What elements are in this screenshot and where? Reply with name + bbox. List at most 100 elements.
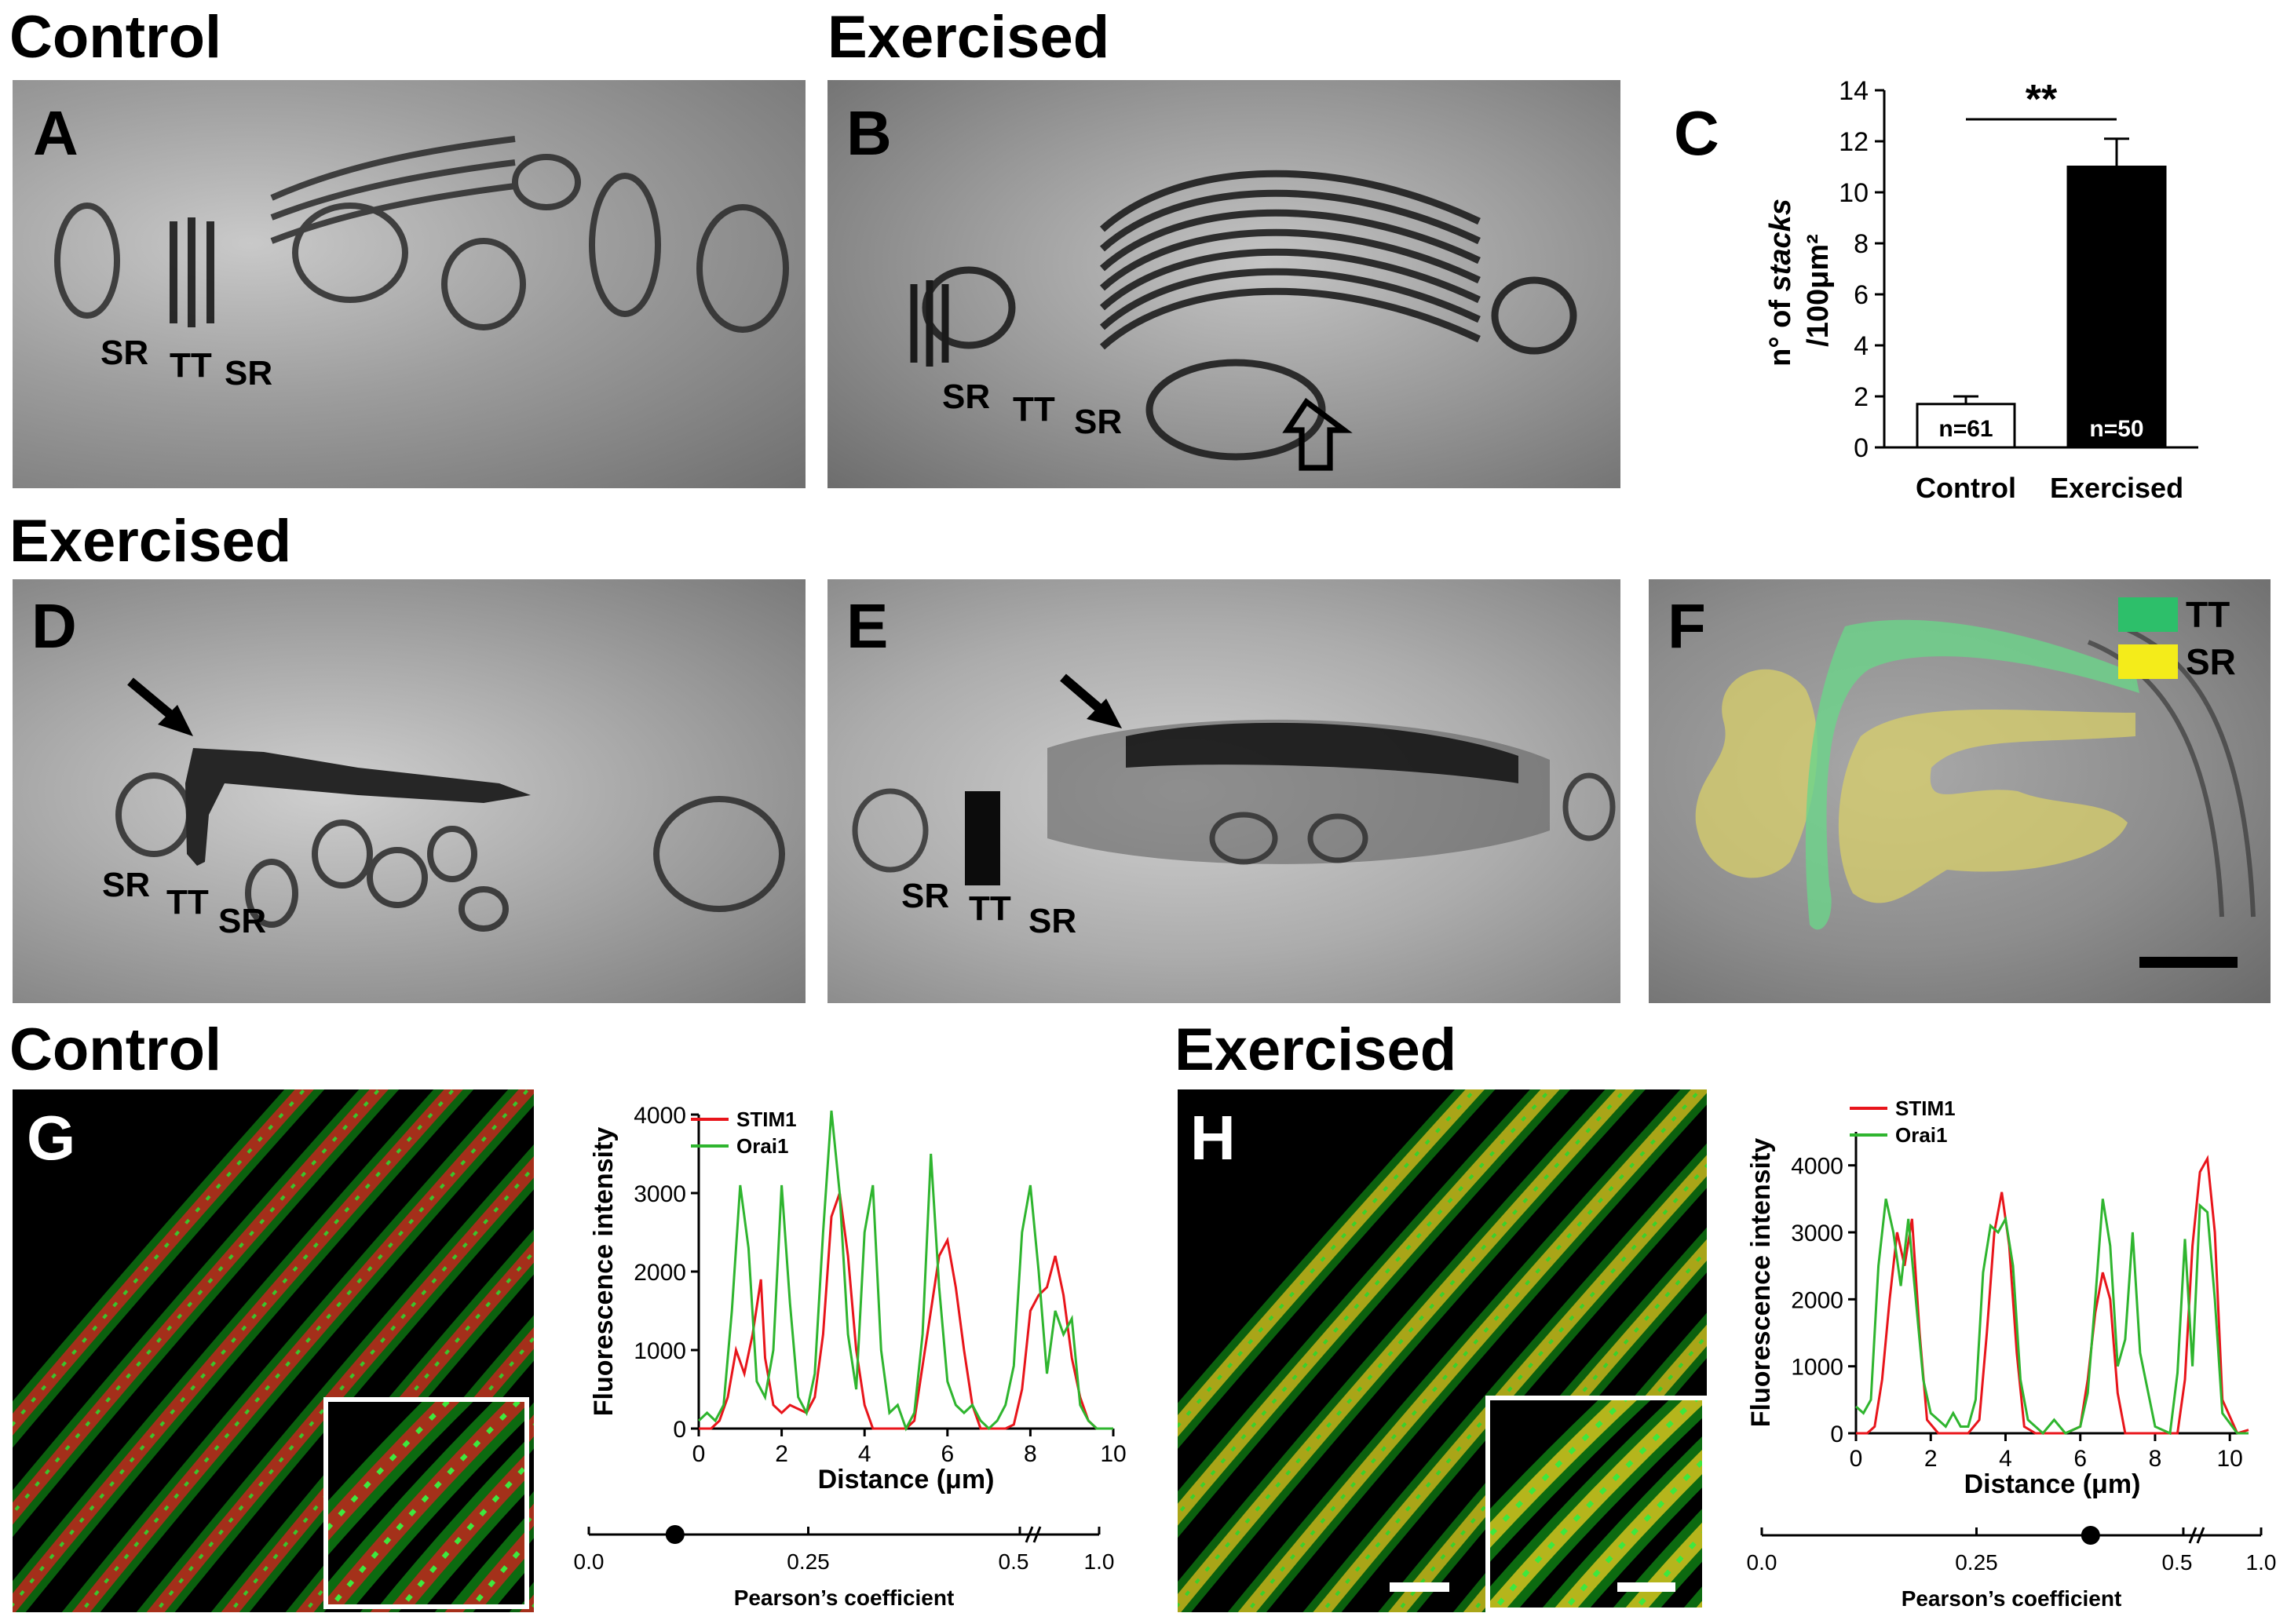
panel-h-ytick-label: 0 bbox=[1830, 1421, 1843, 1447]
panel-g-xlabel: Distance (μm) bbox=[818, 1465, 995, 1494]
panel-h-xlabel: Distance (μm) bbox=[1964, 1469, 2141, 1499]
panel-f-micrograph: F TT SR bbox=[1649, 579, 2271, 1003]
panel-c-bar-exercised bbox=[2066, 166, 2167, 449]
panel-g-legend-label-stim1: STIM1 bbox=[736, 1108, 797, 1131]
panel-b-micrograph: B SR TT SR bbox=[827, 80, 1620, 488]
panel-h-ytick-label: 2000 bbox=[1791, 1287, 1843, 1313]
panel-c-letter: C bbox=[1674, 98, 1719, 168]
striation-puncta bbox=[1178, 1089, 1478, 1429]
panel-e-tt-dark-stain bbox=[965, 791, 1000, 885]
panel-g-series-orai1 bbox=[697, 1110, 1113, 1432]
panel-a-tt-label: TT bbox=[170, 346, 212, 385]
inset-striation-puncta bbox=[330, 1402, 522, 1604]
panel-g-xtick-label: 0 bbox=[692, 1441, 706, 1467]
panel-d-tt-label: TT bbox=[166, 883, 209, 921]
panel-d-letter: D bbox=[31, 591, 77, 661]
panel-d-sr-right-label: SR bbox=[218, 902, 267, 940]
panel-g-xtick-label: 10 bbox=[1100, 1441, 1126, 1467]
panel-h-pearson-label: Pearson’s coefficient bbox=[1902, 1586, 2122, 1611]
panel-h-pearson-axis-break bbox=[2188, 1527, 2205, 1544]
panel-g-xtick-label: 4 bbox=[858, 1441, 871, 1467]
control-group-title: Control bbox=[9, 4, 222, 71]
exercised-group-title: Exercised bbox=[827, 4, 1110, 71]
panel-c-bar-n-label: n=61 bbox=[1938, 416, 1993, 442]
panel-d-tt-dark-stain bbox=[185, 748, 531, 866]
panel-g-xtick-label: 2 bbox=[775, 1441, 788, 1467]
panel-h-ylabel: Fluorescence intensity bbox=[1746, 1138, 1776, 1428]
panel-e-membranes bbox=[852, 673, 1616, 885]
panel-h-scale-bar bbox=[1390, 1582, 1449, 1592]
panel-g-ytick-label: 0 bbox=[673, 1417, 686, 1443]
inset-striation-puncta bbox=[400, 1464, 524, 1604]
panel-b-open-arrow bbox=[1282, 397, 1353, 471]
panel-c-ytick-label: 14 bbox=[1839, 76, 1869, 106]
inset-striation-puncta bbox=[1686, 1400, 1707, 1612]
panel-f-legend-tt-swatch bbox=[2118, 597, 2178, 632]
striation-puncta bbox=[1178, 1089, 1553, 1517]
striation-puncta bbox=[1178, 1089, 1628, 1608]
panel-d-membranes bbox=[115, 677, 785, 932]
panel-c-category-label: Control bbox=[1916, 472, 2016, 504]
panel-c-category-label: Exercised bbox=[2050, 472, 2183, 504]
inset-striation-band bbox=[521, 1600, 524, 1604]
panel-h-ytick-label: 1000 bbox=[1791, 1355, 1843, 1381]
exercised-if-group-title: Exercised bbox=[1175, 1016, 1457, 1083]
striation-puncta bbox=[79, 1089, 531, 1612]
panel-c-ytick-label: 8 bbox=[1854, 229, 1869, 259]
panel-h-pearson-tick-label: 0.25 bbox=[1955, 1550, 1998, 1575]
panel-f-sr-blob-right bbox=[1838, 710, 2135, 903]
panel-a-sr-right-label: SR bbox=[225, 354, 273, 392]
striation-puncta bbox=[302, 1335, 534, 1612]
panel-c-ylabel-line2: /100μm² bbox=[1802, 234, 1835, 347]
panel-b-membranes bbox=[910, 170, 1577, 471]
striation-puncta bbox=[13, 1089, 307, 1427]
panel-e-tt-label: TT bbox=[969, 889, 1011, 928]
inset-striation-puncta bbox=[471, 1542, 524, 1604]
panel-f-legend-sr-swatch bbox=[2118, 644, 2178, 679]
panel-h-xtick-label: 10 bbox=[2217, 1446, 2243, 1472]
inset-striation-core bbox=[1625, 1522, 1702, 1608]
panel-d-sr-left-label: SR bbox=[102, 866, 151, 904]
panel-h-ytick-label: 4000 bbox=[1791, 1154, 1843, 1180]
panel-g-pearson-tick-label: 1.0 bbox=[1084, 1549, 1115, 1574]
panel-c-ytick-label: 12 bbox=[1839, 127, 1869, 157]
exercised-em-group-title: Exercised bbox=[9, 508, 292, 575]
panel-e-letter: E bbox=[846, 591, 889, 661]
panel-h-pearson-tick-label: 1.0 bbox=[2246, 1550, 2277, 1575]
panel-h-xtick-label: 4 bbox=[1999, 1446, 2012, 1472]
panel-f-sr-blob-left bbox=[1695, 669, 1818, 878]
insetH-striations bbox=[1490, 1400, 1707, 1612]
panel-e-arrow bbox=[1060, 673, 1122, 728]
panel-h-series-orai1 bbox=[1854, 1198, 2249, 1436]
inset-striation-core bbox=[1490, 1400, 1637, 1549]
panel-c-ytick-label: 10 bbox=[1839, 178, 1869, 208]
panel-g-inset bbox=[323, 1397, 529, 1609]
striation-puncta bbox=[1470, 1333, 1707, 1612]
panel-a-micrograph: A SR TT SR bbox=[13, 80, 806, 488]
panel-h-line-chart: 0 1000 2000 3000 4000 0 2 4 6 8 10 Distance (μm) Flu… bbox=[1746, 1097, 2277, 1611]
panel-h-inset-scale-bar bbox=[1617, 1582, 1675, 1592]
panel-g-ylabel: Fluorescence intensity bbox=[589, 1127, 619, 1417]
striation-puncta bbox=[153, 1164, 534, 1612]
control-if-group-title: Control bbox=[9, 1016, 222, 1083]
panel-c-bar-chart: 0 2 4 6 8 10 12 14 n=61 Control n=50 Exercised ** n° … bbox=[1764, 76, 2198, 504]
inset-striation-core bbox=[1555, 1450, 1702, 1608]
panel-c-significance-stars: ** bbox=[2026, 77, 2058, 122]
panel-c-ytick-label: 2 bbox=[1854, 382, 1869, 412]
panel-a-sr-left-label: SR bbox=[100, 334, 149, 372]
panel-a-membranes bbox=[54, 136, 789, 333]
panel-g-letter: G bbox=[27, 1103, 76, 1173]
panel-b-sr-left-label: SR bbox=[942, 378, 991, 416]
striation-puncta bbox=[228, 1249, 534, 1612]
panel-h-xtick-label: 2 bbox=[1924, 1446, 1938, 1472]
panel-f-legend-sr: SR bbox=[2118, 641, 2236, 682]
inset-striation-core bbox=[524, 1402, 529, 1609]
panel-c-ytick-label: 0 bbox=[1854, 433, 1869, 463]
panel-g-fluorescence-image: G bbox=[13, 1089, 534, 1612]
panel-g-line-chart: 0 1000 2000 3000 4000 0 2 4 6 8 10 Distance (μm) Flu… bbox=[574, 1103, 1127, 1610]
panel-h-ytick-label: 3000 bbox=[1791, 1221, 1843, 1246]
inset-striation-band bbox=[1683, 1586, 1702, 1608]
panel-c-bar-n-label: n=50 bbox=[2089, 416, 2143, 442]
panel-h-letter: H bbox=[1190, 1103, 1236, 1173]
panel-f-reconstruction bbox=[1695, 619, 2256, 968]
